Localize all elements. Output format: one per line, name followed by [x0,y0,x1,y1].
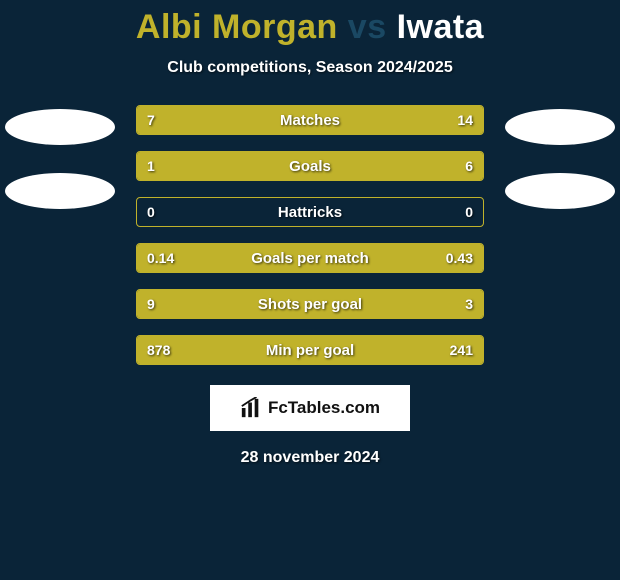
player2-logo-placeholder [505,109,615,145]
stat-fill-right [199,152,483,180]
stat-value-left: 0 [147,198,155,226]
main-content-row: 714Matches 16Goals 0 0Hattricks 0.140.43Goal… [0,105,620,365]
stat-fill-left [137,244,224,272]
player1-logo-placeholder [5,109,115,145]
player1-name: Albi Morgan [136,8,338,46]
stat-row: 93Shots per goal [136,289,484,319]
stat-fill-right [431,336,483,364]
stat-value-right: 0 [465,198,473,226]
stat-fill-right [414,290,483,318]
site-logo-text: FcTables.com [268,398,380,418]
stats-column: 714Matches 16Goals 0 0Hattricks 0.140.43Goal… [136,105,484,365]
date-label: 28 november 2024 [241,449,380,467]
stat-fill-left [137,152,199,180]
player2-name: Iwata [397,8,485,46]
subtitle: Club competitions, Season 2024/2025 [167,59,452,77]
comparison-title: Albi Morgan vs Iwata [136,8,484,47]
stat-fill-right [241,106,483,134]
stat-row: 878241Min per goal [136,335,484,365]
stat-row: 16Goals [136,151,484,181]
right-logo-column [500,105,620,209]
player1-flag-placeholder [5,173,115,209]
chart-icon [240,397,262,419]
stat-fill-left [137,336,431,364]
stat-fill-right [224,244,484,272]
left-logo-column [0,105,120,209]
vs-text: vs [348,8,387,46]
stat-row: 0.140.43Goals per match [136,243,484,273]
stat-row: 714Matches [136,105,484,135]
site-logo-box: FcTables.com [210,385,410,431]
stat-fill-left [137,106,241,134]
stat-row: 0 0Hattricks [136,197,484,227]
player2-flag-placeholder [505,173,615,209]
stat-label: Hattricks [137,198,483,226]
stat-fill-left [137,290,414,318]
